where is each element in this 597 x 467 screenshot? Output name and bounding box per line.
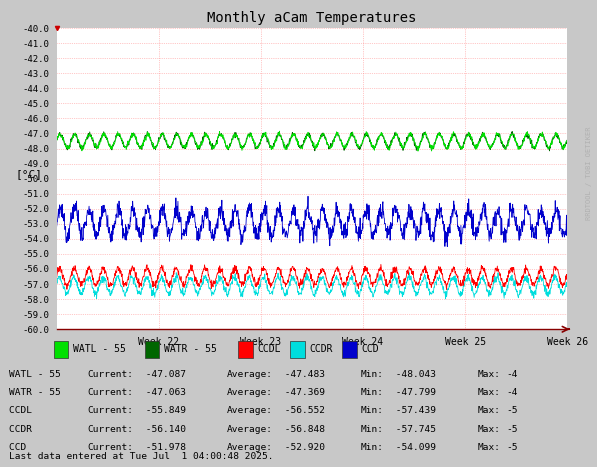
Bar [54,341,68,358]
Text: -47.063: -47.063 [140,389,186,397]
Text: Last data entered at Tue Jul  1 04:00:48 2025.: Last data entered at Tue Jul 1 04:00:48 … [9,452,273,460]
Text: Current:: Current: [87,406,133,416]
Text: Min:: Min: [361,389,384,397]
Text: Average:: Average: [227,370,273,379]
Y-axis label: [°C]: [°C] [15,169,42,179]
Text: Min:: Min: [361,425,384,433]
Text: -56.140: -56.140 [140,425,186,433]
Text: -47.799: -47.799 [390,389,436,397]
Text: Average:: Average: [227,425,273,433]
Text: Max:: Max: [478,389,500,397]
Text: -57.745: -57.745 [390,425,436,433]
Text: Max:: Max: [478,425,500,433]
Text: -56.552: -56.552 [279,406,325,416]
Text: Average:: Average: [227,406,273,416]
Text: Average:: Average: [227,443,273,452]
Text: -54.099: -54.099 [390,443,436,452]
Text: CCDR: CCDR [309,344,333,354]
Text: CCDL: CCDL [257,344,281,354]
Text: Current:: Current: [87,389,133,397]
Text: RRDTOOL / TOBI OETIKER: RRDTOOL / TOBI OETIKER [586,126,592,219]
Text: WATR - 55: WATR - 55 [9,389,66,397]
Text: -5: -5 [506,443,518,452]
Bar [238,341,253,358]
Text: -57.439: -57.439 [390,406,436,416]
Text: Max:: Max: [478,370,500,379]
Text: -48.043: -48.043 [390,370,436,379]
Text: -52.920: -52.920 [279,443,325,452]
Text: CCDL: CCDL [9,406,66,416]
Text: WATR - 55: WATR - 55 [164,344,217,354]
Text: Current:: Current: [87,443,133,452]
Text: -5: -5 [506,425,518,433]
Bar [144,341,159,358]
Bar [290,341,304,358]
Text: CCDR: CCDR [9,425,66,433]
Text: WATL - 55: WATL - 55 [73,344,126,354]
Text: -4: -4 [506,370,518,379]
Text: CCD: CCD [361,344,379,354]
Text: Max:: Max: [478,406,500,416]
Text: Min:: Min: [361,443,384,452]
Text: Min:: Min: [361,406,384,416]
Text: -47.483: -47.483 [279,370,325,379]
Text: Max:: Max: [478,443,500,452]
Bar [342,341,356,358]
Text: Current:: Current: [87,425,133,433]
Text: Min:: Min: [361,370,384,379]
Text: -5: -5 [506,406,518,416]
Text: Current:: Current: [87,370,133,379]
Text: -47.369: -47.369 [279,389,325,397]
Text: -47.087: -47.087 [140,370,186,379]
Text: -4: -4 [506,389,518,397]
Text: Average:: Average: [227,389,273,397]
Text: CCD: CCD [9,443,66,452]
Text: -56.848: -56.848 [279,425,325,433]
Text: -51.978: -51.978 [140,443,186,452]
Text: -55.849: -55.849 [140,406,186,416]
Title: Monthly aCam Temperatures: Monthly aCam Temperatures [207,12,417,26]
Text: WATL - 55: WATL - 55 [9,370,66,379]
